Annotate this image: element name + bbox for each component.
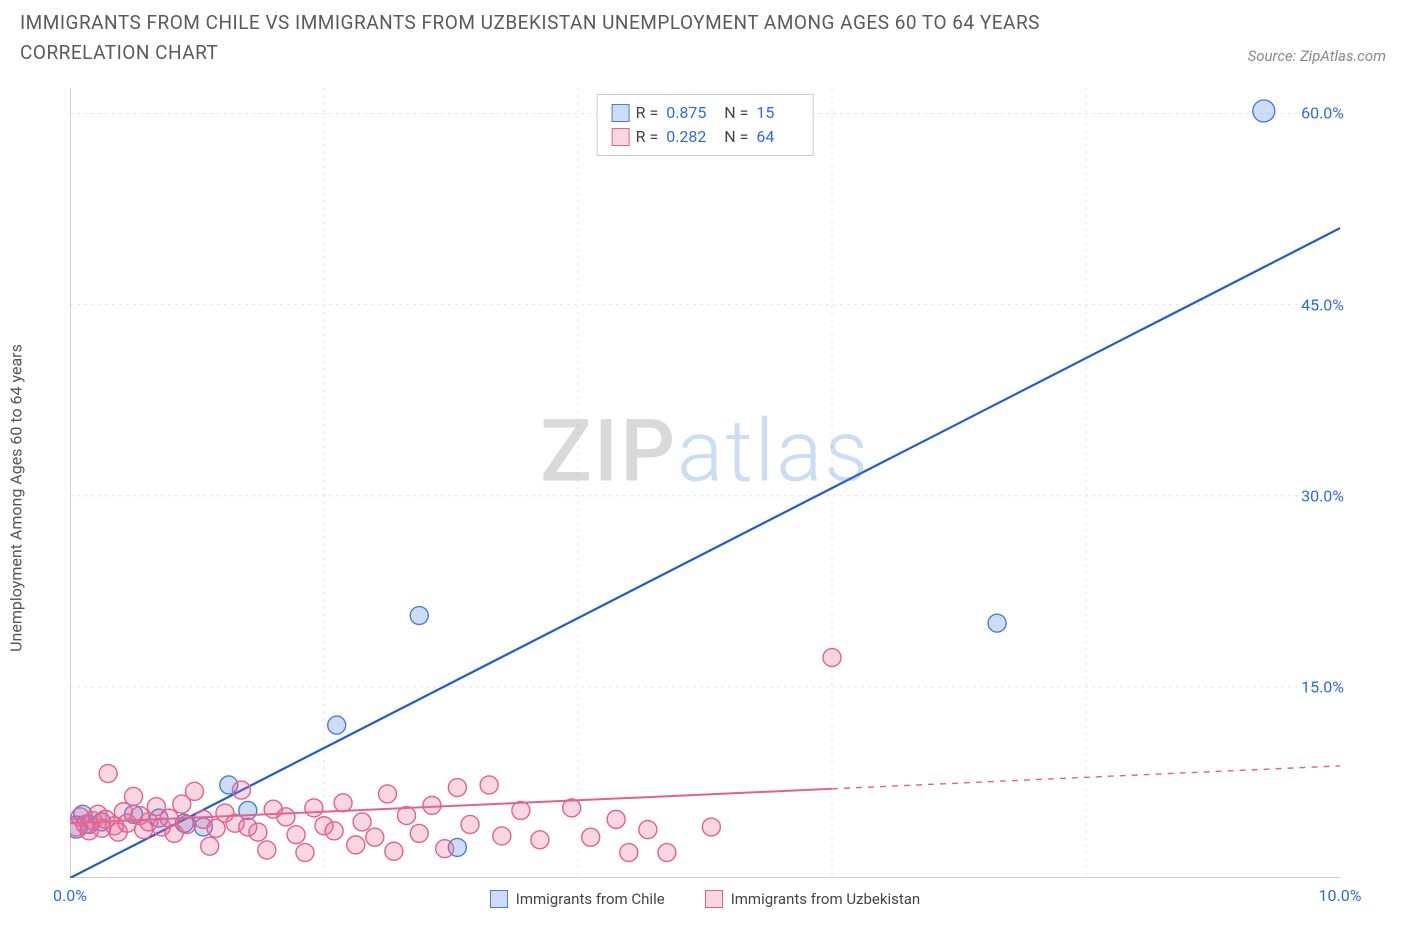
y-axis-ticks: 15.0% 30.0% 45.0% 60.0%: [1284, 88, 1344, 878]
legend-r-value: 0.282: [666, 125, 708, 149]
chart-title: IMMIGRANTS FROM CHILE VS IMMIGRANTS FROM…: [20, 8, 1140, 69]
legend-r-label: R =: [636, 125, 659, 149]
legend-swatch: [705, 890, 723, 908]
scatter-plot: [70, 88, 1340, 878]
series-legend-label: Immigrants from Uzbekistan: [731, 890, 921, 908]
source-label: Source: ZipAtlas.com: [1248, 47, 1386, 69]
correlation-legend: R = 0.875 N = 15 R = 0.282 N = 64: [597, 94, 814, 156]
series-legend-item: Immigrants from Uzbekistan: [705, 890, 921, 908]
legend-swatch: [612, 128, 630, 146]
y-tick-label: 45.0%: [1301, 295, 1344, 314]
legend-swatch: [490, 890, 508, 908]
header: IMMIGRANTS FROM CHILE VS IMMIGRANTS FROM…: [0, 0, 1406, 73]
legend-n-value: 15: [756, 101, 798, 125]
series-legend-item: Immigrants from Chile: [490, 890, 665, 908]
plot-area: ZIPatlas R =0.875N =15R =0.282N =64 15.0…: [70, 88, 1340, 878]
y-tick-label: 30.0%: [1301, 486, 1344, 505]
y-tick-label: 15.0%: [1301, 677, 1344, 696]
legend-swatch: [612, 104, 630, 122]
series-legend-label: Immigrants from Chile: [516, 890, 665, 908]
y-tick-label: 60.0%: [1301, 104, 1344, 123]
legend-n-label: N =: [724, 125, 748, 149]
series-legend: Immigrants from Chile Immigrants from Uzb…: [70, 890, 1340, 908]
legend-n-label: N =: [724, 101, 748, 125]
legend-row: R = 0.282 N = 64: [612, 125, 799, 149]
legend-row: R = 0.875 N = 15: [612, 101, 799, 125]
y-axis-label: Unemployment Among Ages 60 to 64 years: [7, 344, 26, 652]
legend-n-value: 64: [756, 125, 798, 149]
legend-r-label: R =: [636, 101, 659, 125]
legend-r-value: 0.875: [666, 101, 708, 125]
chart-container: Unemployment Among Ages 60 to 64 years Z…: [20, 88, 1386, 908]
